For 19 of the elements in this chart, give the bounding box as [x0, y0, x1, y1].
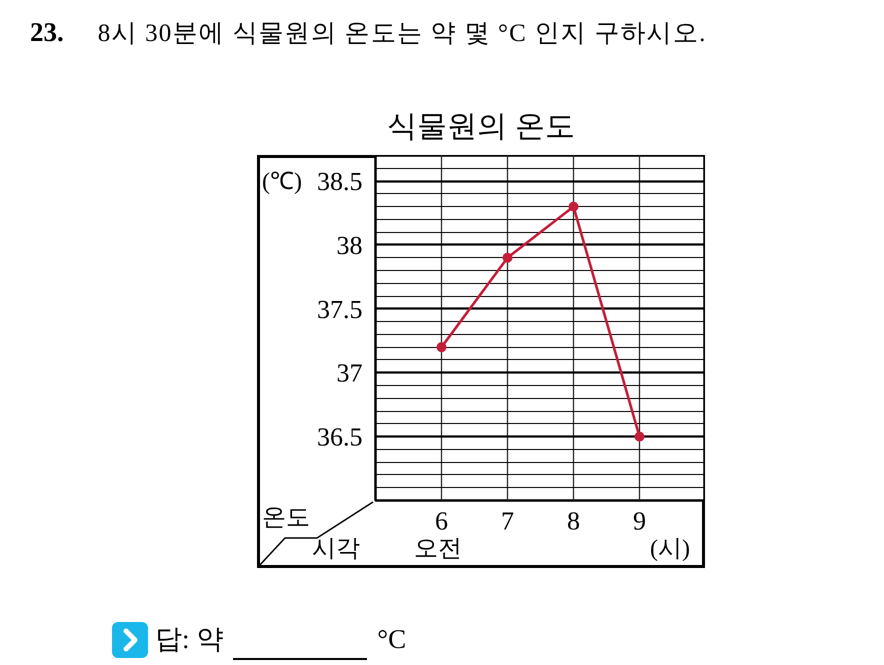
text: 오전	[414, 536, 462, 562]
y-axis-title: (℃)	[262, 169, 302, 195]
y-tick-label: 38.5	[317, 167, 362, 196]
text: 답: 약	[155, 624, 224, 654]
x-tick-label: 8	[567, 506, 580, 536]
text: °C	[377, 624, 406, 654]
y-tick-label: 37.5	[317, 294, 362, 324]
y-tick-label: 36.5	[317, 422, 362, 452]
x-tick-label: 9	[633, 506, 646, 536]
y-tick-label: 37	[336, 358, 362, 388]
text: 23.	[30, 17, 64, 47]
text: 온도	[262, 505, 310, 531]
text: 8시 30분에 식물원의 온도는 약 몇 °C 인지 구하시오.	[98, 20, 707, 47]
chart-title: 식물원의 온도	[386, 109, 576, 145]
x-tick-label: 6	[435, 506, 448, 536]
x-tick-label: 7	[501, 506, 514, 536]
x-axis-title: (시)	[650, 536, 690, 562]
text: 시각	[312, 536, 360, 562]
y-tick-label: 38	[336, 230, 362, 260]
